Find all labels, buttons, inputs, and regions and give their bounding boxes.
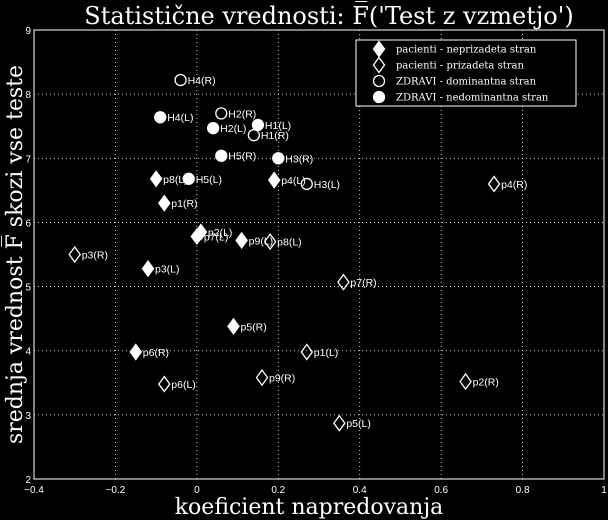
- data-point: [206, 121, 220, 135]
- point-label: p2(L): [208, 227, 233, 239]
- point-label: p5(L): [346, 418, 371, 430]
- y-tick-label: 2: [25, 475, 31, 486]
- point-label: H5(R): [228, 151, 256, 163]
- data-point: [255, 369, 269, 387]
- y-tick-label: 5: [25, 283, 31, 294]
- point-label: H2(R): [228, 108, 256, 120]
- point-label: p2(R): [473, 377, 499, 389]
- data-point: [251, 118, 265, 132]
- data-point: [157, 194, 171, 212]
- data-point: [182, 172, 195, 185]
- data-point: [300, 177, 313, 191]
- point-label: H3(L): [314, 179, 340, 191]
- data-point: [300, 343, 314, 361]
- data-point: [190, 227, 204, 246]
- point-label: H1(L): [265, 120, 291, 132]
- data-points: p1(R) p2(L) p3(L) p4(L) p5(R) p6(R) p7(L) p8(L)…: [68, 73, 527, 432]
- legend-marker: [372, 56, 386, 74]
- point-label: H4(L): [167, 112, 193, 124]
- x-tick-label: 0: [194, 485, 200, 496]
- point-label: H1(R): [261, 130, 289, 142]
- data-point: [215, 149, 228, 162]
- data-point: [459, 372, 472, 391]
- point-label: p1(R): [171, 198, 197, 210]
- point-label: p6(L): [171, 379, 196, 391]
- legend-box: [355, 39, 577, 107]
- data-point: [215, 107, 228, 120]
- data-point: [247, 129, 261, 142]
- data-point: [227, 317, 240, 335]
- data-point: [157, 375, 171, 393]
- plot-frame: [33, 29, 605, 480]
- legend-entry: pacienti - prizadeta stran: [396, 61, 524, 72]
- legend-marker: [372, 74, 386, 88]
- x-tick-label: 0.8: [516, 485, 530, 496]
- point-label: p9(L): [249, 235, 274, 247]
- data-point: [68, 245, 82, 264]
- x-tick-label: 0.2: [271, 485, 285, 496]
- legend: pacienti - neprizadeta stran pacienti - p…: [355, 39, 577, 107]
- point-label: p4(L): [281, 175, 306, 187]
- data-point: [129, 343, 143, 361]
- legend-marker: [372, 90, 386, 104]
- data-point: [333, 414, 346, 432]
- legend-entry: ZDRAVI - dominantna stran: [396, 77, 537, 88]
- point-label: H3(R): [285, 153, 313, 165]
- data-point: [272, 152, 285, 165]
- point-label: p7(L): [204, 232, 229, 244]
- y-tick-label: 6: [25, 218, 31, 229]
- x-tick-label: 0.4: [353, 485, 367, 496]
- series-4: H4(L) H2(L) H1(L) H5(R) H3(R) H5(L): [154, 111, 313, 186]
- point-label: H5(L): [196, 174, 222, 186]
- legend-entry: ZDRAVI - nedominantna stran: [396, 93, 549, 104]
- data-point: [141, 260, 155, 278]
- data-point: [263, 233, 277, 251]
- data-point: [174, 73, 187, 87]
- x-tick-label: −0.2: [106, 485, 126, 496]
- point-label: p8(L): [277, 237, 302, 249]
- x-tick-label: −0.4: [24, 485, 44, 496]
- y-axis-label: srednja vrednost F̅ skozi vse teste: [1, 65, 28, 444]
- data-point: [149, 170, 163, 188]
- y-tick-label: 3: [25, 411, 31, 422]
- point-label: p3(R): [82, 250, 108, 262]
- point-label: p4(R): [501, 179, 527, 191]
- point-label: p3(L): [155, 264, 180, 276]
- series-3: H4(R) H2(R) H1(R) H3(L): [174, 73, 340, 191]
- data-point: [337, 273, 350, 291]
- data-point: [235, 231, 248, 249]
- point-label: p8(L): [163, 174, 188, 186]
- point-label: p5(R): [241, 321, 267, 333]
- series-2: p1(L) p2(R) p3(R) p4(R) p5(L) p6(L) p7(R) p8(L)…: [68, 175, 527, 432]
- data-point: [487, 175, 501, 193]
- series-1: p1(R) p2(L) p3(L) p4(L) p5(R) p6(R) p7(L) p8(L)…: [129, 170, 306, 361]
- x-tick-label: 0.6: [434, 485, 448, 496]
- chart-title: Statistične vrednosti: F̅('Test z vzmetj…: [84, 2, 573, 30]
- data-point: [154, 111, 167, 124]
- x-tick-label: 1: [601, 485, 607, 496]
- axis-ticks: −0.4 −0.2 0 0.2 0.4 0.6 0.8 1 2 3 4 5 6 7 8 9: [24, 26, 607, 496]
- y-tick-label: 4: [25, 347, 31, 358]
- point-label: p1(L): [314, 347, 339, 359]
- y-tick-label: 8: [25, 90, 31, 101]
- legend-entry: pacienti - neprizadeta stran: [396, 45, 537, 56]
- point-label: p6(R): [143, 347, 169, 359]
- y-tick-label: 9: [25, 26, 31, 37]
- point-label: p9(R): [269, 373, 295, 385]
- x-axis-label: koeficient napredovanja: [175, 495, 444, 520]
- point-label: H2(L): [220, 123, 246, 135]
- data-point: [267, 171, 281, 189]
- point-label: H4(R): [188, 75, 216, 87]
- point-label: p7(R): [350, 277, 376, 289]
- y-tick-label: 7: [25, 154, 31, 165]
